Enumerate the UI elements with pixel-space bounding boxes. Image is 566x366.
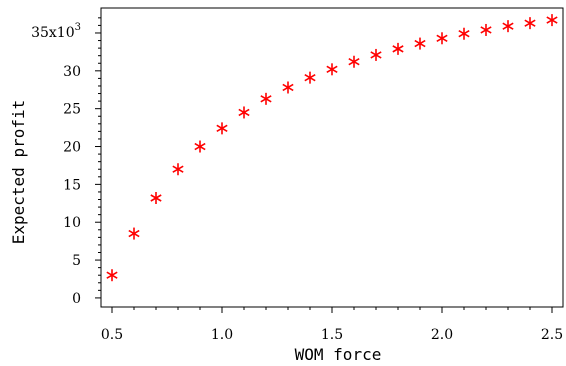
data-point — [348, 55, 360, 68]
data-point — [370, 48, 382, 61]
x-tick-label: 0.5 — [101, 327, 123, 343]
y-tick-label: 20 — [63, 140, 81, 156]
y-tick-label: 15 — [63, 177, 81, 193]
data-point — [260, 92, 272, 105]
data-point — [524, 17, 536, 30]
y-axis-label: Expected profit — [9, 100, 28, 245]
data-point — [282, 81, 294, 94]
data-point — [392, 42, 404, 55]
x-tick-label: 2.0 — [431, 327, 453, 343]
data-point — [304, 71, 316, 84]
data-point — [172, 163, 184, 176]
data-point — [150, 191, 162, 204]
data-points — [106, 14, 558, 282]
data-point — [546, 14, 558, 27]
data-point — [216, 122, 228, 135]
plot-frame — [100, 7, 564, 308]
y-axis-scale-label: 35x103 — [31, 22, 81, 41]
data-point — [502, 20, 514, 33]
data-point — [458, 27, 470, 40]
x-axis-label: WOM force — [295, 345, 382, 364]
data-point — [128, 227, 140, 240]
x-tick-label: 2.5 — [541, 327, 563, 343]
y-axis-scale-exponent: 3 — [75, 22, 81, 33]
y-tick-label: 25 — [63, 102, 81, 118]
x-axis: 0.5 1.0 1.5 2.0 2.5 — [101, 307, 563, 343]
data-point — [436, 32, 448, 45]
y-tick-label: 5 — [72, 253, 81, 269]
data-point — [414, 37, 426, 50]
data-point — [480, 23, 492, 36]
y-axis: 0 5 10 15 20 25 30 — [63, 17, 101, 307]
x-tick-label: 1.5 — [321, 327, 343, 343]
data-point — [194, 140, 206, 153]
y-tick-label: 30 — [63, 64, 81, 80]
data-point — [106, 269, 118, 282]
y-axis-scale-multiplier: x10 — [49, 25, 75, 41]
y-tick-label: 0 — [72, 291, 81, 307]
x-tick-label: 1.0 — [211, 327, 233, 343]
y-tick-label: 10 — [63, 215, 81, 231]
data-point — [238, 106, 250, 119]
data-point — [326, 63, 338, 76]
